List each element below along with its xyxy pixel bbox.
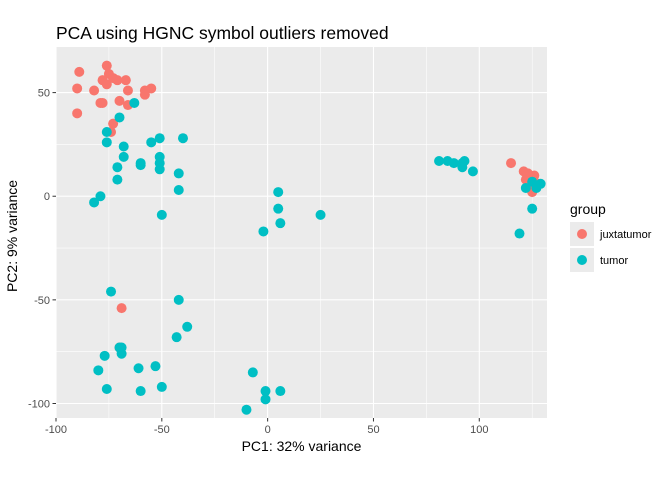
y-tick-label: 0: [44, 191, 50, 203]
point-tumor: [260, 394, 271, 405]
legend-swatch-tumor: [577, 255, 587, 265]
point-juxtatumor: [72, 83, 83, 94]
point-juxtatumor: [114, 95, 125, 106]
point-tumor: [514, 228, 525, 239]
point-tumor: [171, 332, 182, 343]
point-tumor: [177, 133, 188, 144]
y-axis-ticks: -100 -50 0 50: [28, 88, 56, 410]
point-juxtatumor: [89, 85, 100, 96]
point-tumor: [135, 386, 146, 397]
y-axis-title: PC2: 9% variance: [4, 180, 20, 292]
point-juxtatumor: [122, 85, 133, 96]
x-axis-title: PC1: 32% variance: [242, 438, 362, 454]
point-tumor: [101, 383, 112, 394]
point-juxtatumor: [101, 79, 112, 90]
point-tumor: [173, 294, 184, 305]
x-tick-label: 0: [265, 424, 271, 436]
point-tumor: [114, 112, 125, 123]
point-tumor: [156, 381, 167, 392]
point-juxtatumor: [74, 66, 85, 77]
point-tumor: [101, 126, 112, 137]
x-tick-label: 50: [367, 424, 379, 436]
point-tumor: [273, 203, 284, 214]
point-tumor: [520, 182, 531, 193]
point-tumor: [315, 209, 326, 220]
point-tumor: [129, 97, 140, 108]
point-tumor: [106, 286, 117, 297]
point-tumor: [99, 350, 110, 361]
point-juxtatumor: [116, 303, 127, 314]
point-tumor: [89, 197, 100, 208]
point-tumor: [116, 348, 127, 359]
point-tumor: [118, 141, 129, 152]
legend: group juxtatumor tumor: [570, 201, 652, 272]
point-tumor: [93, 365, 104, 376]
point-tumor: [173, 168, 184, 179]
point-tumor: [173, 185, 184, 196]
point-tumor: [457, 162, 468, 173]
y-tick-label: 50: [38, 88, 50, 100]
x-tick-label: -100: [45, 424, 67, 436]
point-tumor: [146, 137, 157, 148]
legend-label-tumor: tumor: [600, 255, 628, 267]
point-tumor: [527, 203, 538, 214]
point-tumor: [95, 191, 106, 202]
data-points: [72, 60, 546, 415]
plot-panel: [56, 47, 547, 418]
point-juxtatumor: [506, 158, 517, 169]
y-tick-label: -100: [28, 398, 50, 410]
point-tumor: [260, 386, 271, 397]
point-juxtatumor: [95, 97, 106, 108]
point-tumor: [467, 166, 478, 177]
point-juxtatumor: [139, 89, 150, 100]
point-tumor: [434, 155, 445, 166]
y-tick-label: -50: [34, 295, 50, 307]
point-tumor: [275, 218, 286, 229]
point-juxtatumor: [108, 118, 119, 129]
point-tumor: [118, 151, 129, 162]
minor-gridlines: [56, 47, 547, 418]
point-tumor: [241, 404, 252, 415]
point-tumor: [247, 367, 258, 378]
x-axis-ticks: -100 -50 0 50 100: [45, 418, 488, 436]
point-tumor: [154, 133, 165, 144]
point-tumor: [182, 321, 193, 332]
point-tumor: [275, 386, 286, 397]
point-tumor: [101, 137, 112, 148]
point-juxtatumor: [112, 75, 123, 86]
point-tumor: [112, 174, 123, 185]
legend-swatch-juxtatumor: [577, 229, 587, 239]
point-juxtatumor: [101, 60, 112, 71]
point-tumor: [154, 164, 165, 175]
x-tick-label: -50: [154, 424, 170, 436]
point-tumor: [135, 160, 146, 171]
point-tumor: [448, 158, 459, 169]
legend-title: group: [570, 201, 606, 217]
point-tumor: [531, 182, 542, 193]
point-tumor: [273, 187, 284, 198]
point-juxtatumor: [72, 108, 83, 119]
chart-title: PCA using HGNC symbol outliers removed: [56, 23, 389, 43]
point-tumor: [150, 361, 161, 372]
x-tick-label: 100: [470, 424, 488, 436]
legend-label-juxtatumor: juxtatumor: [599, 229, 652, 241]
point-tumor: [258, 226, 269, 237]
point-tumor: [133, 363, 144, 374]
point-tumor: [112, 162, 123, 173]
point-juxtatumor: [120, 75, 131, 86]
point-tumor: [156, 209, 167, 220]
